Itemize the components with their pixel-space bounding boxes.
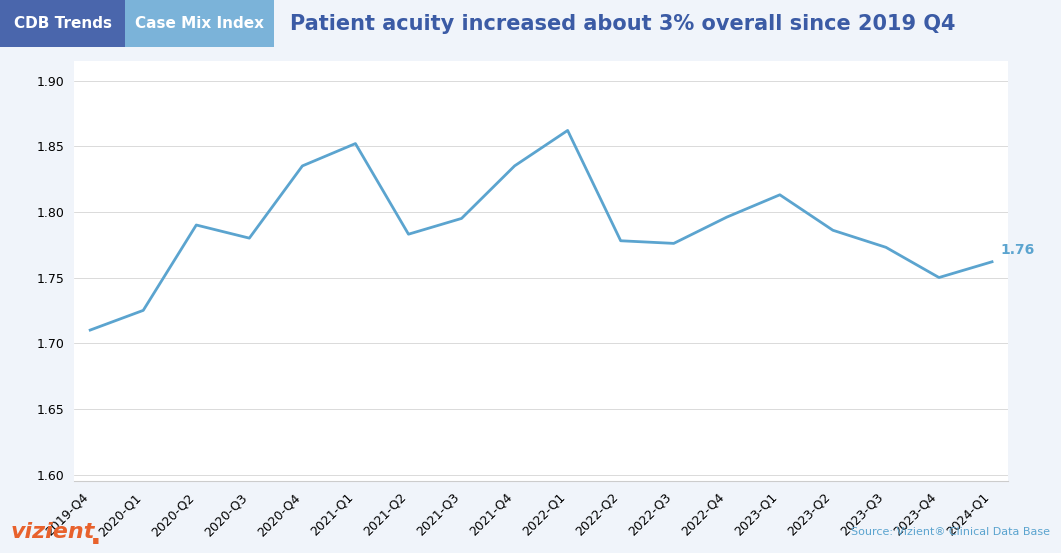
Text: .: . [90,521,102,550]
Text: Source: Vizient® Clinical Data Base: Source: Vizient® Clinical Data Base [851,526,1050,537]
Text: Case Mix Index: Case Mix Index [135,16,264,31]
Text: Patient acuity increased about 3% overall since 2019 Q4: Patient acuity increased about 3% overal… [290,13,955,34]
Text: vizient: vizient [11,521,95,542]
FancyBboxPatch shape [0,0,125,47]
Text: CDB Trends: CDB Trends [14,16,111,31]
Text: 1.76: 1.76 [999,243,1034,257]
FancyBboxPatch shape [125,0,274,47]
